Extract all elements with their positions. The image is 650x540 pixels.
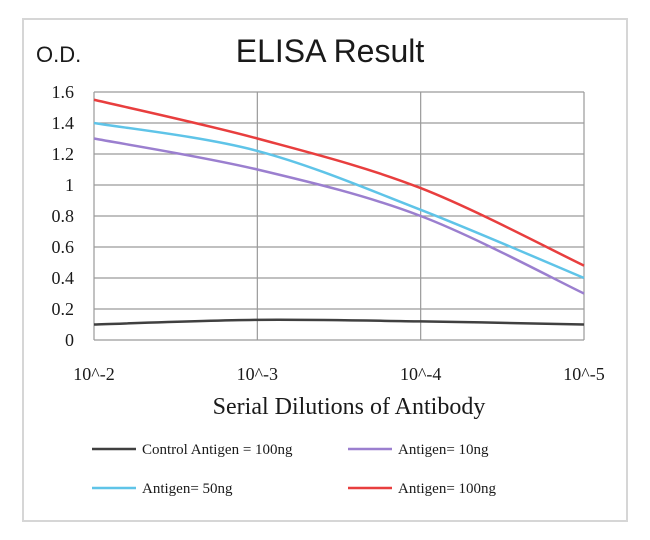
x-tick-label: 10^-5 xyxy=(563,364,604,384)
legend-label: Antigen= 100ng xyxy=(398,481,497,497)
y-tick-labels: 0 0.2 0.4 0.6 0.8 1 1.2 1.4 1.6 xyxy=(52,82,75,350)
x-tick-label: 10^-3 xyxy=(237,364,278,384)
series-line xyxy=(93,318,585,326)
x-tick-labels: 10^-2 10^-3 10^-4 10^-5 xyxy=(73,364,604,384)
y-tick-label: 0.2 xyxy=(52,299,75,319)
legend-label: Antigen= 50ng xyxy=(142,481,233,497)
x-tick-label: 10^-4 xyxy=(400,364,441,384)
chart-frame xyxy=(22,18,628,522)
y-tick-label: 0.8 xyxy=(52,206,75,226)
legend: Control Antigen = 100ng Antigen= 10ng Anti… xyxy=(92,442,497,497)
y-axis-label: O.D. xyxy=(36,42,81,67)
grid-lines xyxy=(93,91,585,341)
chart-title: ELISA Result xyxy=(236,33,425,69)
legend-label: Control Antigen = 100ng xyxy=(142,442,293,458)
x-tick-label: 10^-2 xyxy=(73,364,114,384)
legend-label: Antigen= 10ng xyxy=(398,442,489,458)
y-tick-label: 1.2 xyxy=(52,144,75,164)
y-tick-label: 0.6 xyxy=(52,237,75,257)
y-tick-label: 1 xyxy=(65,175,74,195)
series-lines xyxy=(93,98,585,326)
y-tick-label: 0.4 xyxy=(52,268,75,288)
y-tick-label: 1.4 xyxy=(52,113,75,133)
series-line xyxy=(93,98,585,267)
series-line xyxy=(93,121,585,280)
y-tick-label: 0 xyxy=(65,330,74,350)
series-line xyxy=(93,137,585,295)
x-axis-label: Serial Dilutions of Antibody xyxy=(213,394,486,420)
y-tick-label: 1.6 xyxy=(52,82,75,102)
